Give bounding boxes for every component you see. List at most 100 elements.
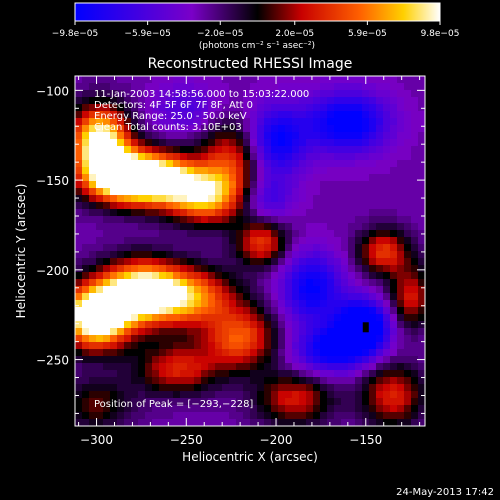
heatmap-cell <box>299 370 307 378</box>
heatmap-cell <box>376 97 384 105</box>
heatmap-cell <box>285 391 293 399</box>
heatmap-cell <box>201 328 209 336</box>
heatmap-cell <box>362 181 370 189</box>
heatmap-cell <box>236 181 244 189</box>
heatmap-cell <box>362 174 370 182</box>
heatmap-cell <box>271 405 279 413</box>
heatmap-cell <box>166 412 174 420</box>
heatmap-cell <box>376 293 384 301</box>
heatmap-cell <box>96 97 104 105</box>
heatmap-cell <box>201 209 209 217</box>
heatmap-cell <box>180 188 188 196</box>
heatmap-cell <box>376 398 384 406</box>
heatmap-cell <box>383 132 391 140</box>
heatmap-cell <box>327 244 335 252</box>
heatmap-cell <box>264 230 272 238</box>
heatmap-cell <box>320 370 328 378</box>
heatmap-cell <box>173 363 181 371</box>
heatmap-cell <box>299 342 307 350</box>
heatmap-cell <box>110 132 118 140</box>
heatmap-cell <box>180 139 188 147</box>
heatmap-cell <box>89 356 97 364</box>
heatmap-cell <box>152 251 160 259</box>
heatmap-cell <box>180 398 188 406</box>
heatmap-cell <box>418 349 426 357</box>
heatmap-cell <box>236 300 244 308</box>
heatmap-cell <box>208 293 216 301</box>
heatmap-cell <box>383 342 391 350</box>
heatmap-cell <box>82 132 90 140</box>
heatmap-cell <box>166 321 174 329</box>
heatmap-cell <box>103 384 111 392</box>
heatmap-cell <box>292 223 300 231</box>
heatmap-cell <box>166 307 174 315</box>
heatmap-cell <box>348 146 356 154</box>
heatmap-cell <box>404 265 412 273</box>
heatmap-cell <box>82 167 90 175</box>
heatmap-cell <box>292 391 300 399</box>
heatmap-cell <box>222 216 230 224</box>
heatmap-cell <box>194 335 202 343</box>
heatmap-cell <box>250 181 258 189</box>
heatmap-cell <box>313 356 321 364</box>
heatmap-cell <box>243 90 251 98</box>
heatmap-cell <box>75 384 83 392</box>
heatmap-cell <box>418 335 426 343</box>
heatmap-cell <box>110 223 118 231</box>
heatmap-cell <box>103 167 111 175</box>
heatmap-cell <box>124 146 132 154</box>
heatmap-cell <box>362 118 370 126</box>
heatmap-cell <box>313 244 321 252</box>
heatmap-cell <box>383 97 391 105</box>
heatmap-cell <box>278 223 286 231</box>
heatmap-cell <box>404 160 412 168</box>
heatmap-cell <box>159 412 167 420</box>
heatmap-cell <box>341 412 349 420</box>
heatmap-cell <box>236 111 244 119</box>
heatmap-cell <box>397 314 405 322</box>
heatmap-cell <box>383 293 391 301</box>
heatmap-cell <box>131 349 139 357</box>
heatmap-cell <box>208 405 216 413</box>
heatmap-cell <box>243 412 251 420</box>
heatmap-cell <box>145 174 153 182</box>
heatmap-cell <box>201 188 209 196</box>
heatmap-cell <box>215 398 223 406</box>
peak-marker <box>362 322 369 333</box>
heatmap-cell <box>306 356 314 364</box>
heatmap-cell <box>187 90 195 98</box>
heatmap-cell <box>138 321 146 329</box>
heatmap-cell <box>215 300 223 308</box>
heatmap-cell <box>208 321 216 329</box>
heatmap-cell <box>131 398 139 406</box>
heatmap-cell <box>264 209 272 217</box>
heatmap-cell <box>124 83 132 91</box>
heatmap-cell <box>411 314 419 322</box>
heatmap-cell <box>278 412 286 420</box>
heatmap-cell <box>131 321 139 329</box>
heatmap-cell <box>131 377 139 385</box>
heatmap-cell <box>138 195 146 203</box>
heatmap-cell <box>138 76 146 84</box>
heatmap-cell <box>299 153 307 161</box>
heatmap-cell <box>418 391 426 399</box>
heatmap-cell <box>250 146 258 154</box>
heatmap-cell <box>320 223 328 231</box>
heatmap-cell <box>383 188 391 196</box>
heatmap-cell <box>369 321 377 329</box>
heatmap-cell <box>173 237 181 245</box>
heatmap-cell <box>96 132 104 140</box>
heatmap-cell <box>250 405 258 413</box>
heatmap-cell <box>138 202 146 210</box>
heatmap-cell <box>271 293 279 301</box>
heatmap-cell <box>369 244 377 252</box>
heatmap-cell <box>75 146 83 154</box>
heatmap-cell <box>376 181 384 189</box>
heatmap-cell <box>355 419 363 427</box>
heatmap-cell <box>334 244 342 252</box>
heatmap-cell <box>194 342 202 350</box>
heatmap-cell <box>411 265 419 273</box>
heatmap-cell <box>187 314 195 322</box>
heatmap-cell <box>383 160 391 168</box>
heatmap-cell <box>236 356 244 364</box>
